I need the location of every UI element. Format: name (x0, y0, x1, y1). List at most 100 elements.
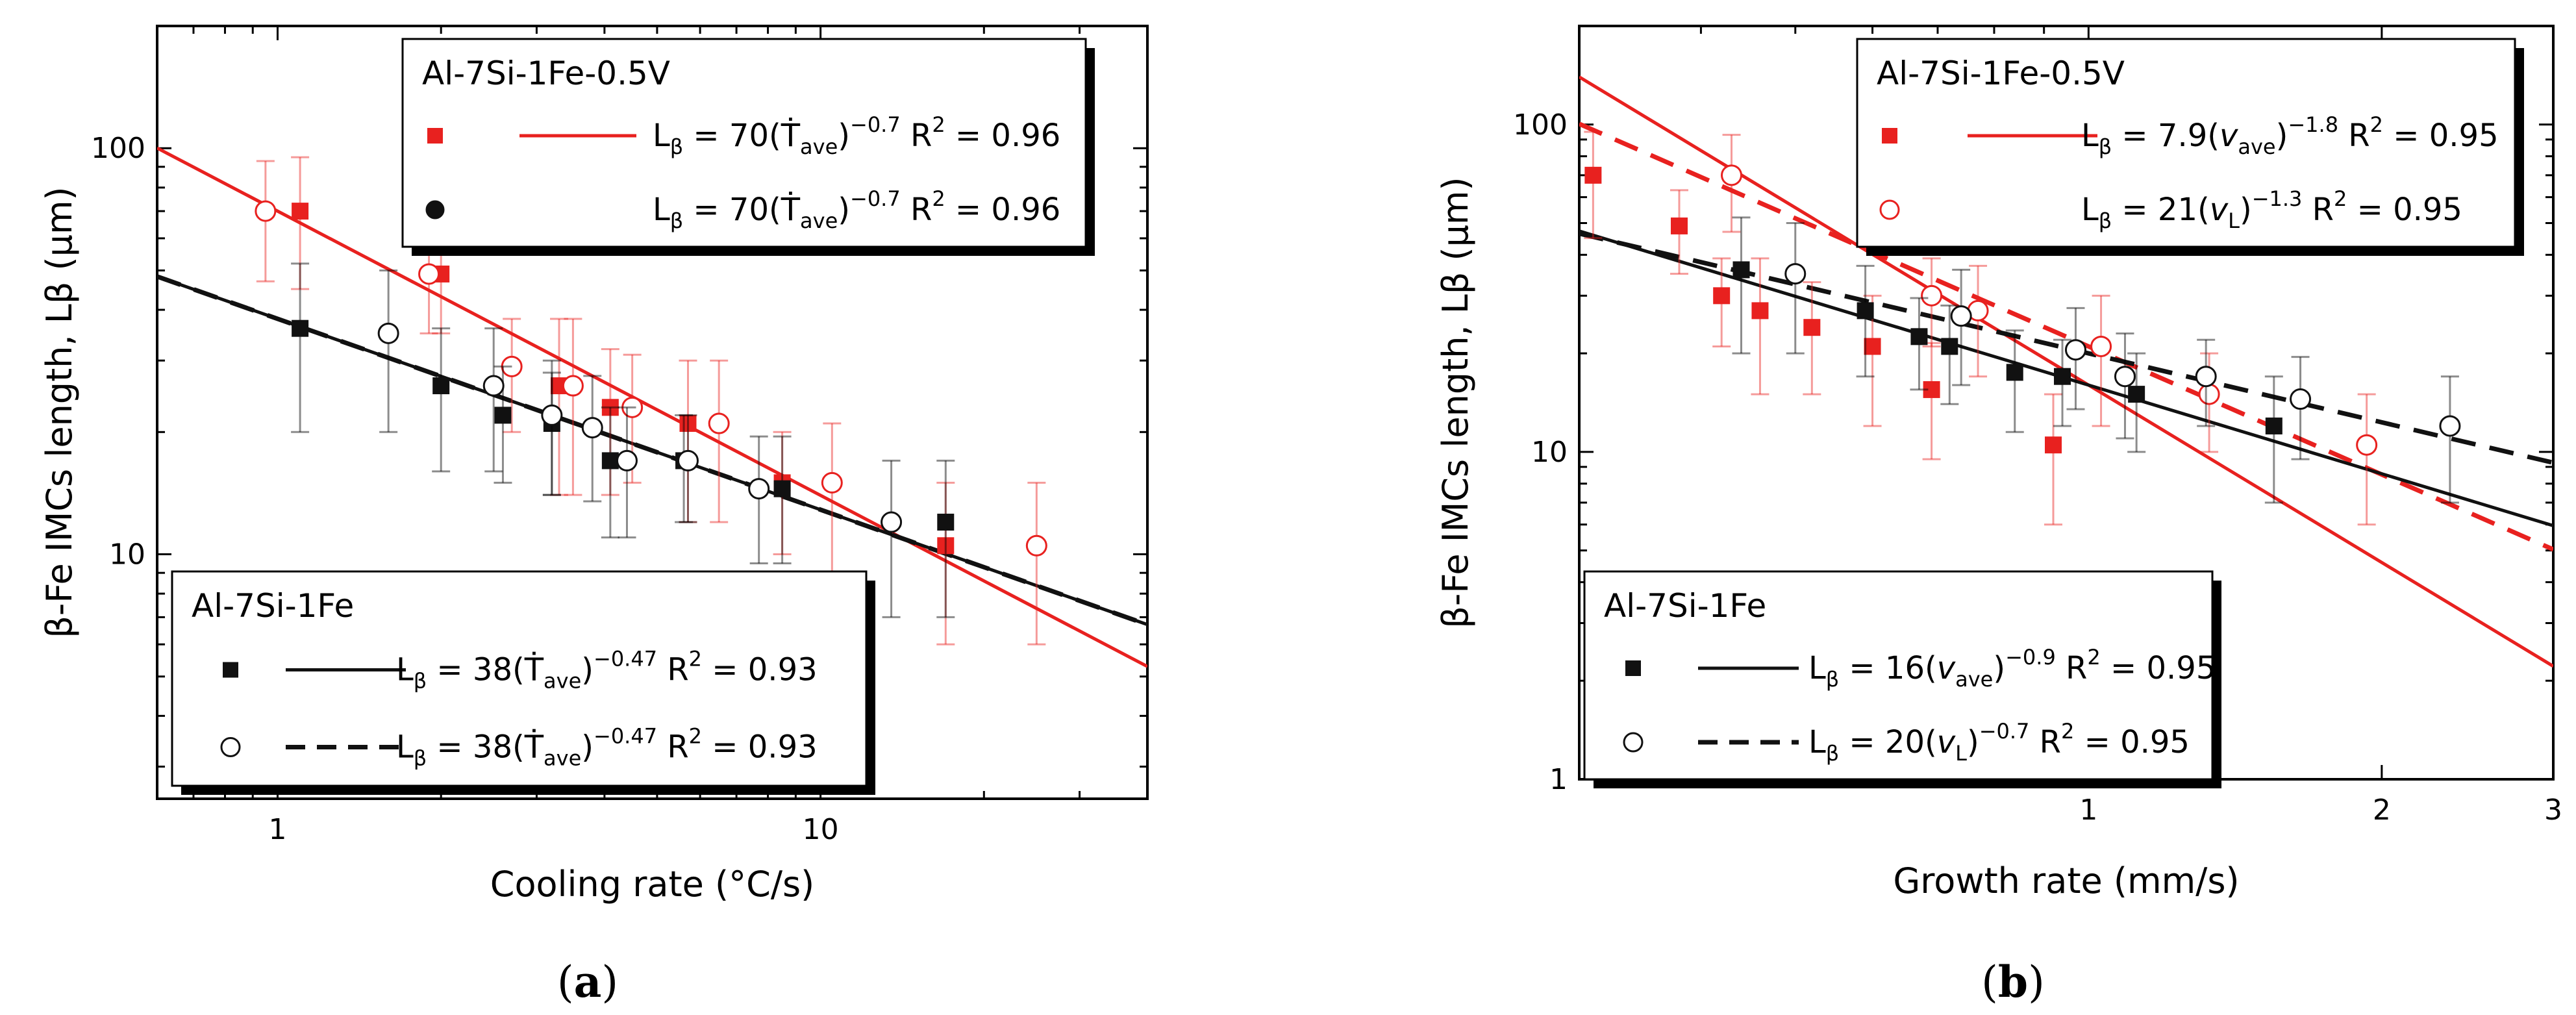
data-point (482, 375, 505, 397)
legend-r2: R (657, 729, 689, 766)
data-point (621, 396, 644, 418)
data-point (937, 537, 955, 555)
legend-r2: R (901, 118, 932, 154)
legend-mid: = 38(Ṫ (427, 652, 544, 688)
legend-text: Lβ = 38(Ṫave)−0.47 R2 = 0.93 (396, 647, 818, 694)
x-axis-label: Growth rate (mm/s) (1893, 860, 2239, 901)
x-tick-label: 3 (2544, 794, 2562, 827)
chart-b: 1 2 3 1 10 100 Growth rate (mm/s) β-Fe IMCs len… (1435, 25, 2562, 1007)
legend-mid: = 21( (2112, 192, 2210, 228)
legend-marker (1625, 660, 1641, 676)
legend-marker (427, 128, 443, 144)
legend-mid: = 70(Ṫ (683, 118, 801, 154)
legend-exp: −0.7 (850, 186, 901, 211)
legend-r2-val: = 0.93 (702, 729, 818, 766)
legend-exp: −0.47 (594, 647, 657, 671)
data-point (2006, 364, 2023, 381)
y-tick-label: 1 (1549, 763, 1568, 796)
data-series (1732, 216, 2283, 504)
data-point (677, 449, 699, 471)
legend-var: v (2220, 118, 2238, 154)
legend-frame (401, 38, 1087, 248)
legend-L: L (653, 192, 670, 228)
legend-r2-val: = 0.95 (2383, 118, 2499, 154)
legend-r2: R (2029, 724, 2061, 760)
legend-sub: β (414, 669, 427, 694)
legend-L: L (1808, 650, 1826, 686)
data-point (601, 452, 619, 470)
legend-var: v (1937, 650, 1956, 686)
data-point (2128, 386, 2145, 403)
data-point (1732, 261, 1750, 279)
data-point (1751, 302, 1769, 320)
panel-letter: b (1998, 957, 2028, 1007)
legend-sub: β (2099, 208, 2112, 233)
y-tick-label: 100 (91, 132, 145, 165)
legend-var: v (2210, 192, 2229, 228)
data-point (1584, 166, 1602, 184)
data-series (1784, 222, 2461, 504)
legend-exp: −1.3 (2252, 186, 2303, 211)
x-tick-label: 1 (268, 813, 286, 846)
legend-r2-val: = 0.96 (945, 118, 1061, 154)
legend-mid: = 7.9( (2112, 118, 2220, 154)
legend-L: L (2081, 192, 2099, 228)
legend-sub: β (670, 208, 683, 233)
legend-sub: β (414, 746, 427, 771)
data-point (748, 478, 770, 500)
data-point (432, 377, 450, 395)
legend-marker (1882, 128, 1897, 144)
legend-text: Lβ = 70(Ṫave)−0.7 R2 = 0.96 (653, 112, 1060, 159)
legend-close: ) (838, 118, 850, 154)
x-tick-label: 2 (2373, 794, 2391, 827)
legend-sub: β (1826, 741, 1839, 766)
data-point (541, 404, 563, 426)
legend-r2: R (2056, 650, 2088, 686)
panel-paren: ( (557, 957, 574, 1007)
fit-line (1579, 121, 2553, 552)
legend-title: Al-7Si-1Fe-0.5V (1877, 55, 2125, 92)
legend-r2-val: = 0.93 (702, 652, 818, 688)
plot-area (157, 146, 1147, 668)
data-point (562, 375, 584, 397)
legend-r2: R (901, 192, 932, 228)
data-point (1864, 338, 1881, 355)
legend-L: L (396, 652, 414, 688)
legend-r2-sup: 2 (2087, 645, 2100, 670)
legend-r2-sup: 2 (2334, 186, 2347, 211)
data-point (821, 471, 843, 494)
legend-r2-sup: 2 (689, 647, 702, 671)
y-tick-label: 100 (1513, 108, 1568, 142)
data-point (2114, 366, 2136, 388)
data-point (292, 203, 309, 220)
data-point (2439, 415, 2461, 437)
legend-r2: R (2338, 118, 2370, 154)
data-point (255, 200, 277, 222)
data-point (1721, 164, 1743, 186)
data-point (1713, 287, 1731, 305)
data-point (292, 320, 309, 337)
legend-L: L (1808, 724, 1826, 760)
legend-close: ) (581, 652, 594, 688)
plot-frame (156, 25, 1149, 800)
legend-close: ) (2276, 118, 2288, 154)
legend-marker (223, 662, 238, 678)
legend-marker (220, 737, 241, 757)
data-point (581, 417, 603, 439)
data-point (1950, 305, 1972, 327)
data-point (679, 415, 697, 432)
legend-close: ) (1993, 650, 2005, 686)
legend-sub: ave (544, 669, 581, 694)
data-point (2356, 434, 2378, 456)
legend-title: Al-7Si-1Fe (1604, 587, 1766, 625)
legend-title: Al-7Si-1Fe-0.5V (422, 55, 670, 92)
legend-exp: −0.7 (850, 112, 901, 137)
legend-sub: ave (800, 134, 838, 159)
legend-L: L (2081, 118, 2099, 154)
legend-r2: R (657, 652, 689, 688)
data-point (1921, 284, 1943, 307)
legend-mid: = 38(Ṫ (427, 729, 544, 766)
